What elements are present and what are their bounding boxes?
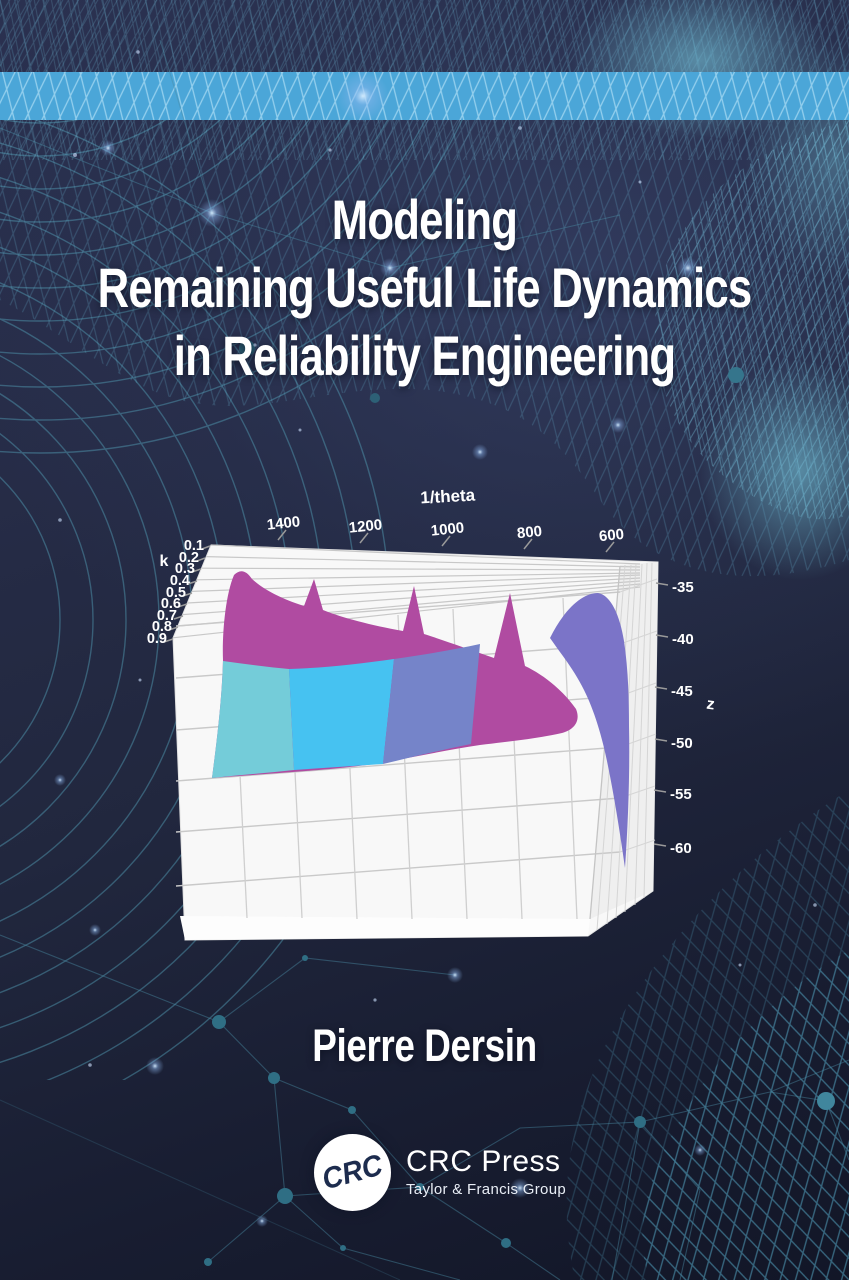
z-tick: -55 <box>670 786 692 803</box>
x-tick: 1400 <box>266 513 301 533</box>
y-tick: 0.9 <box>147 631 167 647</box>
publisher-group: Taylor & Francis Group <box>406 1181 566 1198</box>
author-name: Pierre Dersin <box>312 1020 537 1071</box>
mesh-right-swoop <box>654 120 849 520</box>
y-tick: 0.6 <box>161 596 181 612</box>
x-tick: 1200 <box>348 516 383 536</box>
plot-box-floor <box>180 916 590 940</box>
z-tick: -50 <box>671 735 693 752</box>
y-tick: 0.8 <box>152 619 172 635</box>
stripe-glow <box>337 70 389 122</box>
mesh-bottom-right-dense <box>642 950 849 1280</box>
x-tick: 800 <box>516 523 543 543</box>
title-line-3: in Reliability Engineering <box>173 324 676 387</box>
y-tick: 0.7 <box>157 608 177 624</box>
z-tick: -40 <box>672 631 694 648</box>
constellation-nodes <box>204 340 835 1266</box>
publisher-name: CRC Press <box>406 1145 561 1178</box>
x-tick: 600 <box>598 526 625 546</box>
surface-band-cyan <box>289 659 394 770</box>
z-tick: -60 <box>670 840 692 857</box>
x-tick: 1000 <box>430 519 465 539</box>
crc-logo-text: CRC <box>318 1148 387 1196</box>
surface-band-violet <box>550 593 630 868</box>
x-axis-title: 1/theta <box>420 486 476 508</box>
y-tick: 0.3 <box>175 561 195 577</box>
axis-tick-marks <box>163 529 669 847</box>
y-tick: 0.2 <box>179 550 199 566</box>
y-tick: 0.1 <box>184 538 204 554</box>
glow-dots <box>54 140 706 1227</box>
crc-logo: CRC <box>314 1134 391 1211</box>
publisher-block: CRC CRC Press Taylor & Francis Group <box>314 1134 566 1211</box>
title-line-2: Remaining Useful Life Dynamics <box>97 256 753 319</box>
y-axis-title: k <box>160 553 169 570</box>
surface-band-teal <box>212 661 294 778</box>
book-title: Modeling Remaining Useful Life Dynamics … <box>93 186 755 390</box>
surface-band-periwinkle <box>383 644 480 764</box>
z-tick: -35 <box>672 579 694 596</box>
axis-labels: 1/theta 1400 1200 1000 800 600 k 0.1 0.2… <box>147 486 716 857</box>
z-axis-title: z <box>705 696 715 714</box>
y-tick: 0.5 <box>166 585 186 601</box>
publisher-text: CRC Press Taylor & Francis Group <box>406 1145 566 1200</box>
title-line-1: Modeling <box>331 188 518 251</box>
rul-surface-chart: 1/theta 1400 1200 1000 800 600 k 0.1 0.2… <box>147 486 716 941</box>
z-tick: -45 <box>671 683 693 700</box>
y-tick: 0.4 <box>170 573 190 589</box>
top-stripe-mesh <box>0 72 849 120</box>
